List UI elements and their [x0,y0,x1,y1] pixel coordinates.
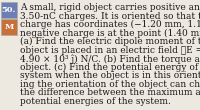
Text: 50.: 50. [2,6,16,14]
Text: ing the orientation of the object can change, find: ing the orientation of the object can ch… [20,80,200,89]
Text: A small, rigid object carries positive and negative: A small, rigid object carries positive a… [20,3,200,12]
Text: object is placed in an electric field ⃗E = (7.80 × 10³ î −: object is placed in an electric field ⃗E… [20,46,200,55]
FancyBboxPatch shape [1,2,17,18]
Text: system when the object is in this orientation. (d) Assum-: system when the object is in this orient… [20,71,200,80]
Text: 3.50-nC charges. It is oriented so that the positive: 3.50-nC charges. It is oriented so that … [20,12,200,20]
Text: object. (c) Find the potential energy of the object-field: object. (c) Find the potential energy of… [20,62,200,72]
Text: 4.90 × 10³ ĵ) N/C. (b) Find the torque acting on the: 4.90 × 10³ ĵ) N/C. (b) Find the torque a… [20,54,200,63]
Text: the difference between the maximum and minimum: the difference between the maximum and m… [20,88,200,97]
Text: negative charge is at the point (1.40 mm, −1.30 mm).: negative charge is at the point (1.40 mm… [20,28,200,38]
Text: (a) Find the electric dipole moment of the object. The: (a) Find the electric dipole moment of t… [20,37,200,46]
FancyBboxPatch shape [1,19,17,35]
Text: M: M [4,23,14,31]
Text: potential energies of the system.: potential energies of the system. [20,96,171,105]
Text: charge has coordinates (−1.20 mm, 1.10 mm) and the: charge has coordinates (−1.20 mm, 1.10 m… [20,20,200,29]
